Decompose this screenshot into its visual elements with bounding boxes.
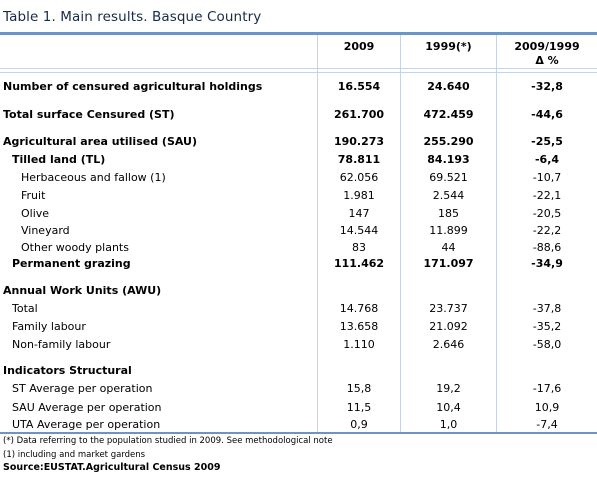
value-2009: 13.658 <box>339 320 379 333</box>
value-2009: 83 <box>352 241 366 254</box>
value-2009: 15,8 <box>346 382 372 395</box>
row-label: Herbaceous and fallow (1) <box>21 171 166 184</box>
column-divider <box>317 35 318 432</box>
value-change: -37,8 <box>532 302 562 315</box>
row-label: Agricultural area utilised (SAU) <box>3 135 197 148</box>
value-change: -22,1 <box>532 189 562 202</box>
value-2009: 261.700 <box>333 108 385 121</box>
row-label: UTA Average per operation <box>12 418 161 431</box>
value-1999: 19,2 <box>436 382 461 395</box>
row-label: Vineyard <box>21 224 70 237</box>
value-1999: 23.737 <box>429 302 468 315</box>
row-label: SAU Average per operation <box>12 401 162 414</box>
value-1999: 1,0 <box>439 418 458 431</box>
value-2009: 14.768 <box>339 302 379 315</box>
column-divider <box>400 35 401 432</box>
header-divider <box>0 68 597 69</box>
row-label: Total surface Censured (ST) <box>3 108 175 121</box>
value-1999: 69.521 <box>429 171 468 184</box>
value-2009: 16.554 <box>337 80 381 93</box>
value-change: -35,2 <box>532 320 562 333</box>
header-2009: 2009 <box>343 40 375 53</box>
value-change: -17,6 <box>532 382 562 395</box>
source-note: Source:EUSTAT.Agricultural Census 2009 <box>3 462 221 473</box>
row-label: Number of censured agricultural holdings <box>3 80 263 93</box>
value-1999: 2.646 <box>432 338 465 351</box>
row-label: Olive <box>21 207 50 220</box>
value-change: -32,8 <box>531 80 563 93</box>
row-label: Permanent grazing <box>12 257 131 270</box>
value-1999: 44 <box>441 241 456 254</box>
value-1999: 84.193 <box>427 153 470 166</box>
value-change: -88,6 <box>532 241 562 254</box>
value-1999: 11.899 <box>429 224 468 237</box>
bottom-rule <box>0 432 597 434</box>
footnote-population: (*) Data referring to the population stu… <box>3 436 333 446</box>
value-2009: 1.110 <box>343 338 375 351</box>
value-1999: 24.640 <box>427 80 470 93</box>
row-label: Indicators Structural <box>3 364 132 377</box>
row-label: Total <box>12 302 38 315</box>
value-1999: 472.459 <box>423 108 474 121</box>
value-change: -44,6 <box>531 108 563 121</box>
value-2009: 11,5 <box>346 401 372 414</box>
header-change-unit: Δ % <box>535 54 559 67</box>
value-2009: 0,9 <box>350 418 368 431</box>
value-change: -58,0 <box>532 338 562 351</box>
value-change: 10,9 <box>534 401 560 414</box>
value-2009: 62.056 <box>339 171 379 184</box>
table-title: Table 1. Main results. Basque Country <box>3 9 262 25</box>
value-2009: 1.981 <box>343 189 375 202</box>
header-1999: 1999(*) <box>425 40 472 53</box>
value-1999: 2.544 <box>432 189 465 202</box>
value-2009: 190.273 <box>333 135 385 148</box>
value-change: -7,4 <box>536 418 558 431</box>
value-change: -10,7 <box>532 171 562 184</box>
value-1999: 171.097 <box>423 257 474 270</box>
value-1999: 185 <box>438 207 459 220</box>
row-label: Fruit <box>21 189 46 202</box>
header-divider <box>0 72 597 73</box>
row-label: Non-family labour <box>12 338 111 351</box>
row-label: Tilled land (TL) <box>12 153 106 166</box>
top-rule <box>0 32 597 35</box>
row-label: Other woody plants <box>21 241 129 254</box>
value-2009: 147 <box>348 207 370 220</box>
row-label: Family labour <box>12 320 86 333</box>
footnote-gardens: (1) including and market gardens <box>3 450 146 460</box>
value-2009: 14.544 <box>339 224 379 237</box>
header-change: 2009/1999 <box>514 40 580 53</box>
value-1999: 10,4 <box>436 401 461 414</box>
value-change: -25,5 <box>531 135 563 148</box>
row-label: ST Average per operation <box>12 382 153 395</box>
value-2009: 78.811 <box>337 153 381 166</box>
value-1999: 21.092 <box>429 320 468 333</box>
column-divider <box>496 35 497 432</box>
value-change: -22,2 <box>532 224 562 237</box>
value-change: -34,9 <box>531 257 563 270</box>
row-label: Annual Work Units (AWU) <box>3 284 162 297</box>
value-2009: 111.462 <box>333 257 385 270</box>
value-change: -20,5 <box>532 207 562 220</box>
value-change: -6,4 <box>534 153 560 166</box>
value-1999: 255.290 <box>423 135 474 148</box>
